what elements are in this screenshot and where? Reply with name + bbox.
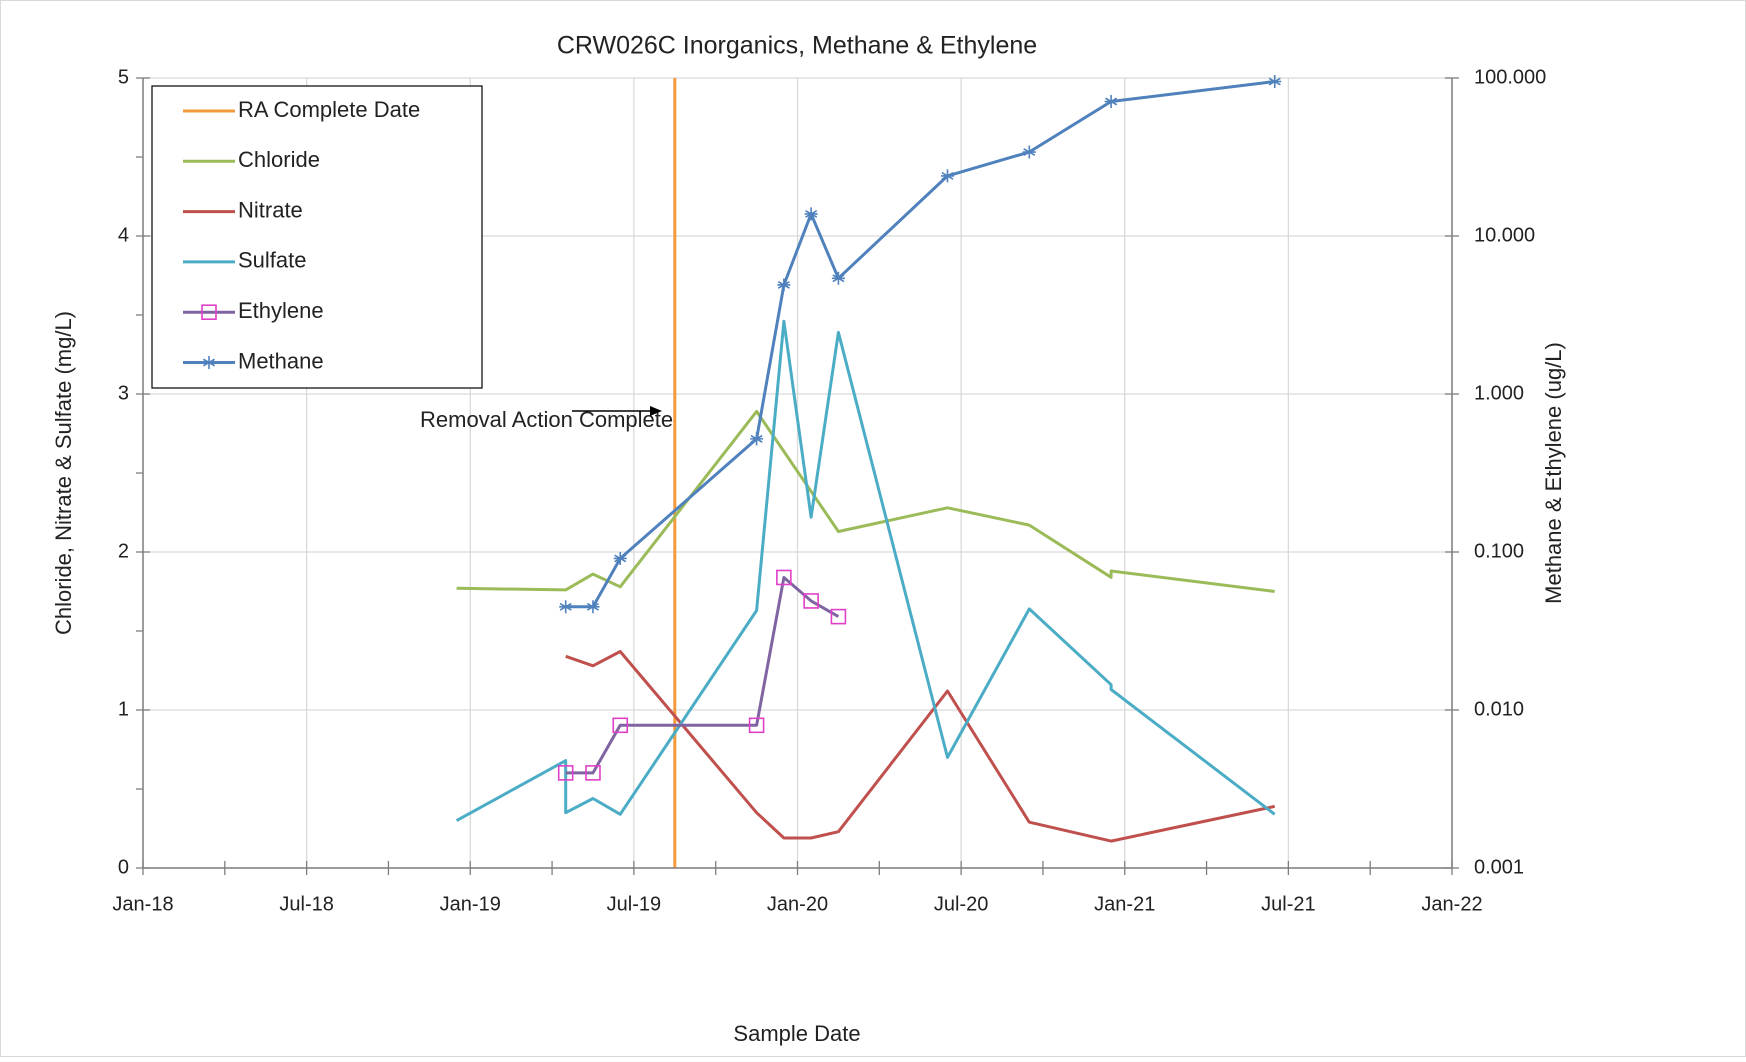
legend-label: Chloride [238, 147, 320, 172]
series-line [565, 576, 840, 775]
marker [776, 569, 792, 586]
legend-label: RA Complete Date [238, 97, 420, 122]
legend-label: Ethylene [238, 298, 324, 323]
y-axis-title: Chloride, Nitrate & Sulfate (mg/L) [51, 311, 76, 635]
marker [777, 278, 791, 292]
x-tick-label: Jul-21 [1261, 893, 1315, 915]
axes: Jan-18 Jul-18 Jan-19 Jul-19 Jan-20 Jul-20 Jan-… [112, 66, 1546, 915]
y-tick-label: 0 [118, 856, 129, 878]
x-tick-label: Jan-21 [1094, 893, 1155, 915]
x-tick-label: Jul-20 [934, 893, 988, 915]
marker [804, 207, 818, 221]
marker [1104, 95, 1118, 109]
marker [940, 169, 954, 183]
marker [612, 717, 629, 734]
x-axis-title: Sample Date [733, 1021, 860, 1046]
series-line [456, 409, 1275, 593]
marker [1268, 75, 1282, 89]
marker [613, 551, 627, 565]
marker [831, 271, 845, 285]
legend-box [151, 85, 483, 389]
legend-label: Methane [238, 348, 324, 373]
marker [750, 432, 764, 446]
plot-area [455, 75, 1282, 868]
marker [1022, 145, 1036, 159]
y-tick-label: 1 [118, 698, 129, 720]
chart-title: CRW026C Inorganics, Methane & Ethylene [557, 32, 1037, 60]
legend-label: Nitrate [238, 197, 303, 222]
marker [557, 765, 574, 781]
y-tick-label: 3 [118, 382, 129, 404]
x-tick-label: Jul-18 [279, 893, 333, 915]
marker [748, 717, 765, 734]
y2-axis-title: Methane & Ethylene (ug/L) [1541, 342, 1566, 604]
legend-label: Sulfate [238, 248, 307, 273]
series-line [565, 650, 1276, 843]
y-tick-label: 5 [118, 66, 129, 88]
y-tick-label: 4 [118, 224, 129, 246]
x-tick-label: Jan-20 [767, 893, 828, 915]
y2-tick-label: 0.100 [1474, 540, 1524, 562]
marker [586, 600, 600, 614]
x-tick-label: Jan-18 [112, 893, 173, 915]
marker [830, 608, 847, 625]
y2-tick-label: 100.000 [1474, 66, 1546, 88]
y2-tick-label: 0.010 [1474, 698, 1524, 720]
x-tick-label: Jan-22 [1421, 893, 1482, 915]
x-tick-label: Jan-19 [440, 893, 501, 915]
marker [585, 765, 601, 781]
y2-tick-label: 10.000 [1474, 224, 1535, 246]
annotation-arrowhead [650, 406, 662, 416]
y-tick-label: 2 [118, 540, 129, 562]
legend: RA Complete Date Chloride Nitrate Sulfate Et… [151, 85, 483, 389]
x-tick-label: Jul-19 [607, 893, 661, 915]
marker [559, 600, 573, 614]
marker [803, 593, 819, 609]
y2-tick-label: 0.001 [1474, 856, 1524, 878]
y2-tick-label: 1.000 [1474, 382, 1524, 404]
marker [202, 356, 216, 369]
marker [201, 304, 217, 321]
series-line [455, 319, 1276, 822]
